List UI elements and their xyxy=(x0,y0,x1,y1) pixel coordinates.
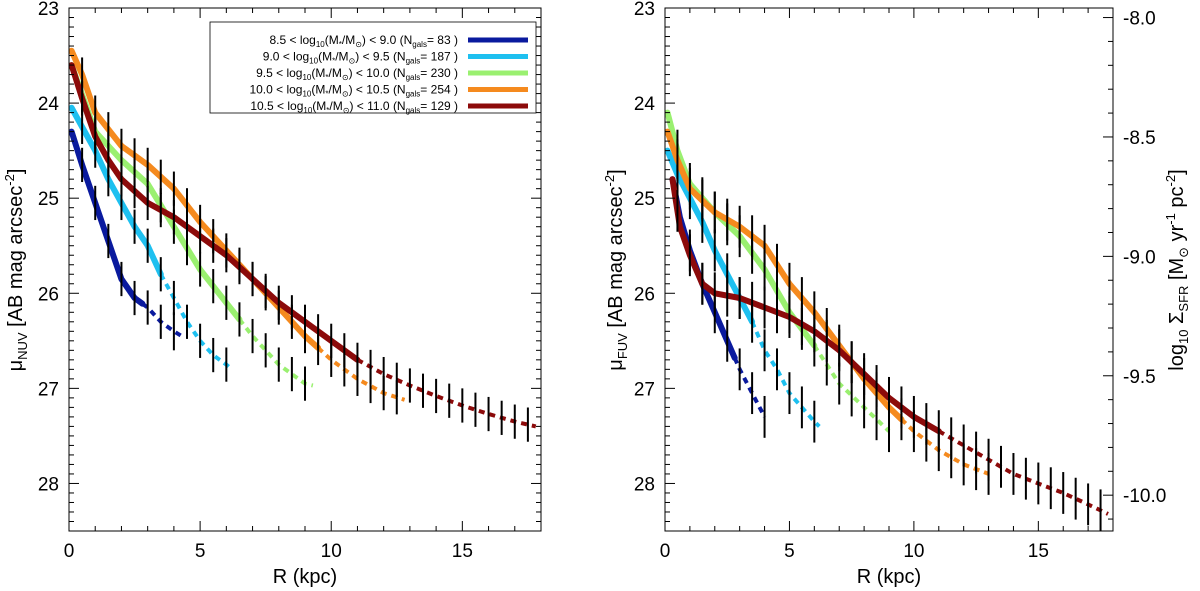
left-y-tick-label: 28 xyxy=(38,474,59,495)
left-x-tick-label: 10 xyxy=(321,541,342,562)
left-y-tick-label: 23 xyxy=(38,0,59,20)
right-x-tick-label: 0 xyxy=(660,541,671,562)
left-x-axis-label: R (kpc) xyxy=(273,566,337,588)
left-y-tick-label: 24 xyxy=(38,94,60,115)
legend-label: 9.5 < log10(M*/M⊙) < 10.0 (Ngals= 230 ) xyxy=(256,66,458,82)
left-x-tick-label: 15 xyxy=(452,541,473,562)
right-y-tick-label: 25 xyxy=(634,189,655,210)
legend-box xyxy=(209,21,537,114)
right-plot-frame xyxy=(664,7,1114,532)
right-series-dashed-1 xyxy=(732,357,767,418)
left-ticks: 0 5 10 15 23 24 25 26 27 28 xyxy=(38,0,542,562)
right-x-tick-label: 10 xyxy=(903,541,924,562)
right-y2-axis-label: log10 ΣSFR [M⊙ yr-1 pc-2] xyxy=(1163,169,1191,370)
legend-label: 10.5 < log10(M*/M⊙) < 11.0 (Ngals= 129 ) xyxy=(250,99,458,115)
left-panel: 0 5 10 15 23 24 25 26 27 28 R (kpc) μNUV [AB mag … xyxy=(2,0,542,588)
left-y-axis-label: μNUV [AB mag arcsec-2] xyxy=(2,169,30,372)
left-y-tick-label: 27 xyxy=(38,379,59,400)
right-x-axis-label: R (kpc) xyxy=(857,566,921,588)
legend-label: 9.0 < log10(M*/M⊙) < 9.5 (Ngals= 187 ) xyxy=(263,50,458,66)
right-y2-tick-label: -9.5 xyxy=(1123,367,1156,388)
left-series-line-2 xyxy=(68,104,164,278)
right-y-axis-label: μFUV [AB mag arcsec-2] xyxy=(602,169,630,370)
right-y-tick-label: 24 xyxy=(634,94,656,115)
right-y-tick-label: 27 xyxy=(634,379,655,400)
legend-label: 10.0 < log10(M*/M⊙) < 10.5 (Ngals= 254 ) xyxy=(249,83,458,99)
right-series-group xyxy=(664,109,1109,532)
left-series-group xyxy=(68,47,537,442)
left-series-dashed-4 xyxy=(316,346,406,402)
right-x-tick-label: 15 xyxy=(1028,541,1049,562)
right-ticks: 0 5 10 15 23 24 25 26 27 28 -8.0 -8.5 -9.0 -9.5 -10.0 xyxy=(634,0,1166,562)
left-x-tick-label: 5 xyxy=(195,541,206,562)
right-panel: 0 5 10 15232425262728-8.0-8.5-9.0-9.5-10.0 … xyxy=(602,0,1191,588)
right-y2-tick-label: -8.0 xyxy=(1123,9,1156,30)
legend: 8.5 < log10(M*/M⊙) < 9.0 (Ngals= 83 )9.0… xyxy=(209,21,537,115)
legend-label: 8.5 < log10(M*/M⊙) < 9.0 (Ngals= 83 ) xyxy=(269,33,458,49)
right-series-line-2 xyxy=(664,147,756,325)
left-series-dashed-2 xyxy=(159,273,233,371)
left-y-tick-label: 26 xyxy=(38,284,59,305)
right-y2-tick-label: -9.0 xyxy=(1123,247,1156,268)
right-y2-tick-label: -8.5 xyxy=(1123,128,1156,149)
right-y-tick-label: 28 xyxy=(634,474,655,495)
right-x-tick-label: 5 xyxy=(784,541,795,562)
right-y2-tick-label: -10.0 xyxy=(1123,486,1166,507)
right-y-tick-label: 23 xyxy=(634,0,655,20)
left-x-tick-label: 0 xyxy=(64,541,75,562)
right-y-tick-label: 26 xyxy=(634,284,655,305)
left-y-tick-label: 25 xyxy=(38,189,59,210)
